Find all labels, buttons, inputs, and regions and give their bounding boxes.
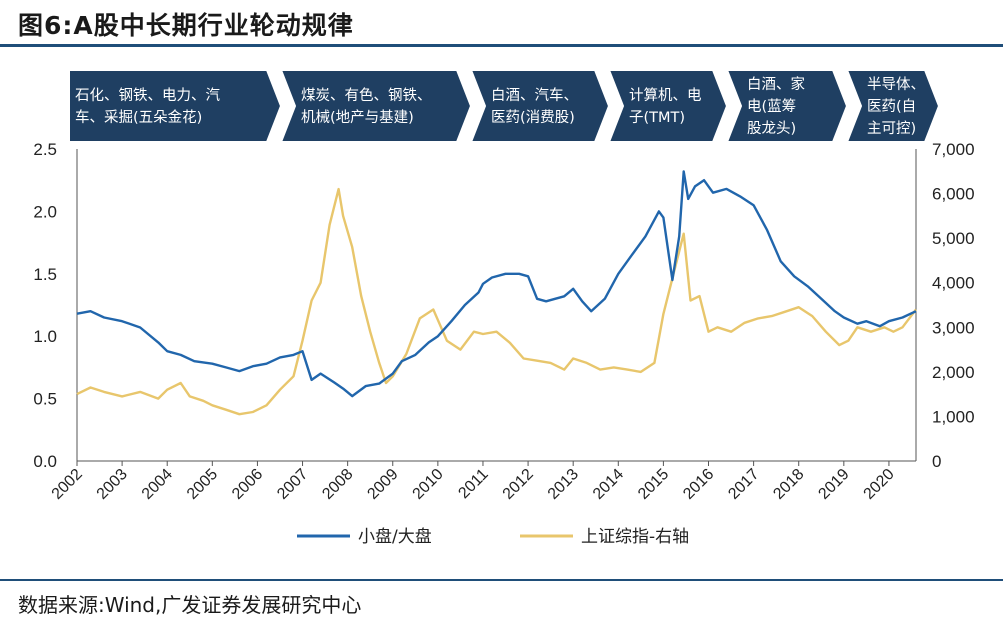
- y-left-tick-label: 2.5: [33, 140, 57, 159]
- y-left-tick-label: 0.0: [33, 452, 57, 471]
- x-tick-label: 2006: [229, 466, 266, 503]
- x-tick-label: 2010: [409, 466, 446, 503]
- x-tick-label: 2015: [635, 466, 672, 503]
- phase-arrow: [607, 69, 729, 143]
- legend-label-index: 上证综指-右轴: [581, 527, 689, 547]
- x-tick-label: 2013: [545, 466, 582, 503]
- x-tick-label: 2009: [364, 466, 401, 503]
- top-rule: [0, 44, 1003, 47]
- phase-label-line: 股龙头): [747, 120, 796, 137]
- y-right-tick-label: 5,000: [932, 229, 975, 248]
- x-tick-label: 2004: [139, 466, 176, 503]
- x-tick-label: 2019: [815, 466, 852, 503]
- y-right-tick-label: 2,000: [932, 363, 975, 382]
- phase-arrow: [725, 69, 849, 143]
- phase-label-line: 机械(地产与基建): [301, 109, 414, 126]
- phase-label-line: 医药(消费股): [491, 109, 575, 126]
- y-axis-right: 0 1,000 2,000 3,000 4,000 5,000 6,000 7,000: [915, 140, 975, 471]
- phase-arrow: [68, 69, 283, 143]
- y-right-tick-label: 7,000: [932, 140, 975, 159]
- phase-label-line: 石化、钢铁、电力、汽: [75, 87, 220, 104]
- phase-label-line: 医药(自: [867, 98, 916, 115]
- legend-label-ratio: 小盘/大盘: [358, 527, 432, 547]
- x-tick-label: 2005: [184, 466, 221, 503]
- series-line-ratio: [76, 170, 917, 398]
- phase-arrow: [469, 69, 611, 143]
- x-tick-label: 2003: [94, 466, 131, 503]
- y-right-tick-label: 1,000: [932, 407, 975, 426]
- x-tick-label: 2020: [861, 466, 898, 503]
- x-axis: 2002 2003 2004 2005 2006 2007 2008 2009 2010 2011…: [49, 461, 898, 503]
- phase-label-line: 电(蓝筹: [747, 98, 796, 115]
- phase-label-line: 白酒、汽车、: [491, 87, 578, 104]
- phase-arrow: [279, 69, 473, 143]
- y-axis-left: 0.0 0.5 1.0 1.5 2.0 2.5: [33, 140, 78, 471]
- x-tick-label: 2012: [500, 466, 537, 503]
- x-tick-label: 2007: [274, 466, 311, 503]
- phase-label-line: 煤炭、有色、钢铁、: [301, 87, 432, 104]
- x-tick-label: 2014: [590, 466, 627, 503]
- series-line-index: [76, 187, 917, 416]
- x-tick-label: 2016: [680, 466, 717, 503]
- phase-label-line: 白酒、家: [747, 76, 805, 93]
- source-note: 数据来源:Wind,广发证券发展研究中心: [18, 593, 362, 617]
- phase-label-line: 半导体、: [867, 76, 925, 93]
- y-left-tick-label: 0.5: [33, 390, 57, 409]
- y-right-tick-label: 4,000: [932, 274, 975, 293]
- x-tick-label: 2008: [319, 466, 356, 503]
- x-tick-label: 2002: [49, 466, 86, 503]
- figure-title: 图6:A股中长期行业轮动规律: [18, 11, 354, 40]
- phase-label-line: 子(TMT): [629, 109, 685, 126]
- y-left-tick-label: 1.5: [33, 265, 57, 284]
- bottom-rule: [0, 579, 1003, 581]
- phase-arrow: [845, 69, 941, 143]
- phase-label-line: 计算机、电: [629, 87, 702, 104]
- chart: 石化、钢铁、电力、汽车、采掘(五朵金花) 煤炭、有色、钢铁、机械(地产与基建) 白酒…: [33, 69, 975, 547]
- phase-label-line: 主可控): [867, 120, 916, 137]
- phase-banner: 石化、钢铁、电力、汽车、采掘(五朵金花) 煤炭、有色、钢铁、机械(地产与基建) 白酒…: [68, 69, 941, 143]
- phase-label-line: 车、采掘(五朵金花): [75, 109, 202, 126]
- x-tick-label: 2017: [725, 466, 762, 503]
- y-right-tick-label: 6,000: [932, 185, 975, 204]
- y-right-tick-label: 3,000: [932, 318, 975, 337]
- x-tick-label: 2018: [770, 466, 807, 503]
- y-left-tick-label: 2.0: [33, 202, 57, 221]
- y-right-tick-label: 0: [932, 452, 941, 471]
- x-tick-label: 2011: [455, 466, 491, 502]
- y-left-tick-label: 1.0: [33, 327, 57, 346]
